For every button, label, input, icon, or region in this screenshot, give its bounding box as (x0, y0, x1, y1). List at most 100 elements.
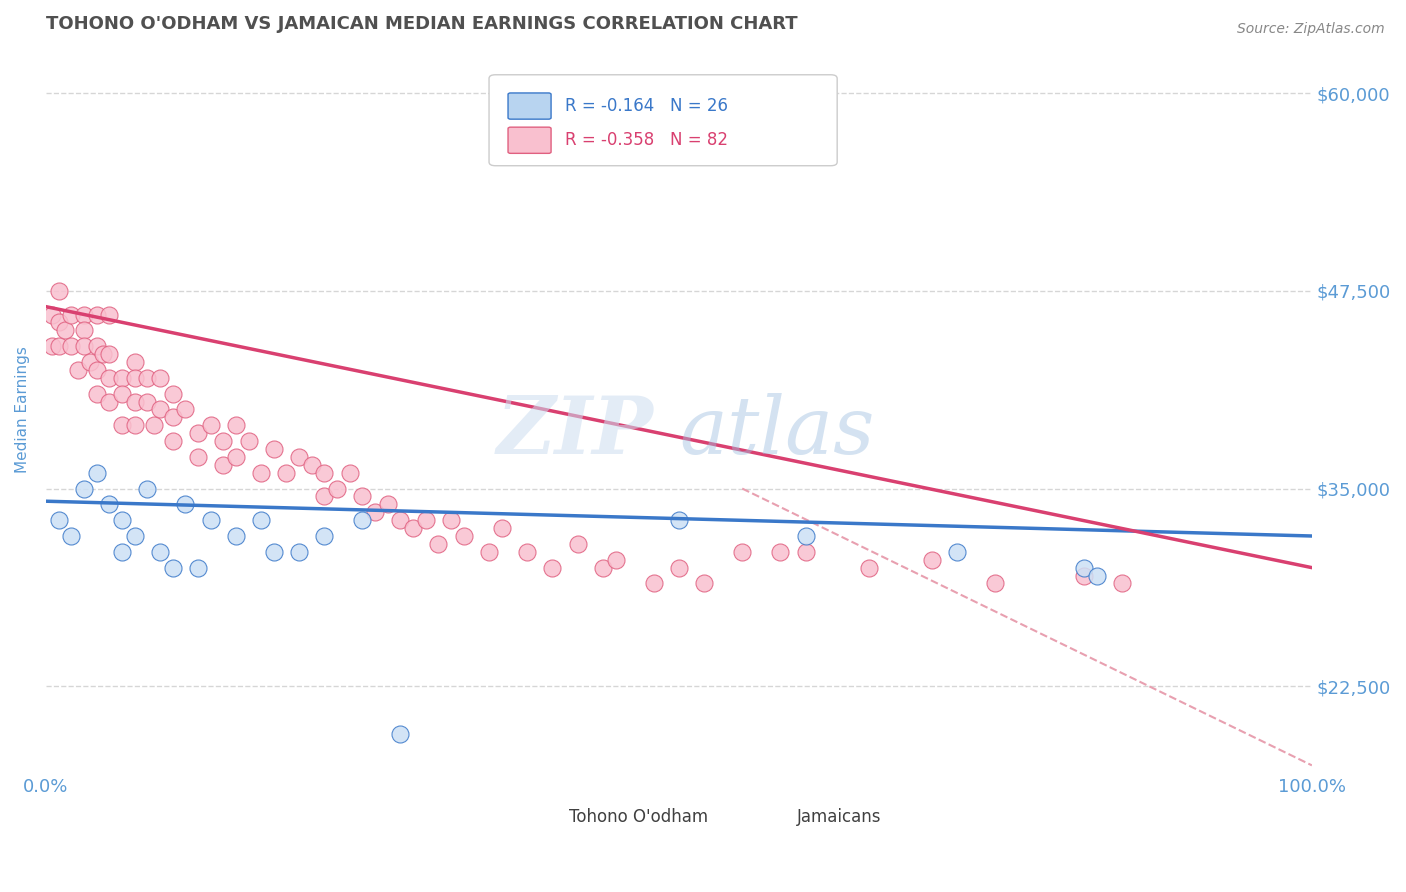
Text: R = -0.358   N = 82: R = -0.358 N = 82 (565, 131, 728, 149)
Point (402, 521, 425, 535)
Point (124, 355, 146, 369)
Point (225, 450, 247, 464)
Point (668, 513, 690, 527)
Point (86, 386, 108, 401)
Point (491, 521, 513, 535)
Point (301, 458, 323, 472)
FancyBboxPatch shape (508, 128, 551, 153)
Point (60, 339, 83, 353)
Point (98, 347, 121, 361)
Point (478, 545, 501, 559)
Point (946, 545, 969, 559)
Point (48, 316, 70, 330)
Point (1073, 560, 1095, 574)
Point (794, 545, 817, 559)
Point (225, 529, 247, 543)
Point (79, 355, 101, 369)
FancyBboxPatch shape (508, 93, 551, 120)
Point (86, 466, 108, 480)
Point (1073, 568, 1095, 582)
Point (73, 308, 96, 322)
Point (605, 553, 627, 567)
Point (364, 505, 387, 519)
FancyBboxPatch shape (759, 805, 792, 830)
Point (769, 545, 792, 559)
Point (149, 545, 172, 559)
Text: Source: ZipAtlas.com: Source: ZipAtlas.com (1237, 22, 1385, 37)
Point (263, 545, 285, 559)
Point (212, 434, 235, 449)
Point (174, 497, 197, 511)
Point (250, 513, 273, 527)
Point (276, 466, 298, 480)
Point (41, 339, 63, 353)
Point (1111, 576, 1133, 591)
FancyBboxPatch shape (489, 75, 837, 166)
Point (174, 402, 197, 417)
Point (60, 308, 83, 322)
Point (516, 545, 538, 559)
Point (111, 513, 134, 527)
Point (339, 466, 361, 480)
Point (314, 529, 336, 543)
Point (427, 537, 450, 551)
Point (187, 426, 209, 441)
Text: TOHONO O'ODHAM VS JAMAICAN MEDIAN EARNINGS CORRELATION CHART: TOHONO O'ODHAM VS JAMAICAN MEDIAN EARNIN… (46, 15, 797, 33)
Point (48, 339, 70, 353)
Point (453, 529, 475, 543)
Point (98, 394, 121, 409)
Point (86, 339, 108, 353)
Point (86, 363, 108, 377)
Point (858, 560, 880, 574)
Point (794, 529, 817, 543)
Point (187, 560, 209, 574)
Point (98, 497, 121, 511)
Point (98, 308, 121, 322)
Point (200, 418, 222, 433)
Point (541, 560, 564, 574)
Point (48, 513, 70, 527)
Point (124, 394, 146, 409)
Point (921, 553, 943, 567)
Point (111, 418, 134, 433)
Point (91, 347, 114, 361)
Point (643, 576, 665, 591)
Point (98, 371, 121, 385)
Point (592, 560, 614, 574)
Point (111, 386, 134, 401)
Point (389, 727, 412, 741)
Point (111, 545, 134, 559)
Point (136, 482, 159, 496)
Point (149, 371, 172, 385)
Point (225, 418, 247, 433)
Point (200, 513, 222, 527)
Point (326, 482, 349, 496)
Point (288, 450, 311, 464)
FancyBboxPatch shape (531, 805, 564, 830)
Point (136, 394, 159, 409)
Point (142, 418, 165, 433)
Point (149, 402, 172, 417)
Point (162, 386, 184, 401)
Point (48, 284, 70, 298)
Point (984, 576, 1007, 591)
Y-axis label: Median Earnings: Median Earnings (15, 346, 30, 473)
Point (124, 371, 146, 385)
Point (567, 537, 589, 551)
Point (352, 513, 374, 527)
Point (415, 513, 437, 527)
Point (53, 323, 76, 337)
Point (314, 490, 336, 504)
Point (731, 545, 754, 559)
Point (352, 490, 374, 504)
Text: atlas: atlas (679, 392, 875, 470)
Point (314, 466, 336, 480)
Point (212, 458, 235, 472)
Point (124, 529, 146, 543)
Text: ZIP: ZIP (496, 392, 654, 470)
Point (389, 513, 412, 527)
Point (1085, 568, 1108, 582)
Point (111, 371, 134, 385)
Point (263, 442, 285, 456)
Point (73, 323, 96, 337)
